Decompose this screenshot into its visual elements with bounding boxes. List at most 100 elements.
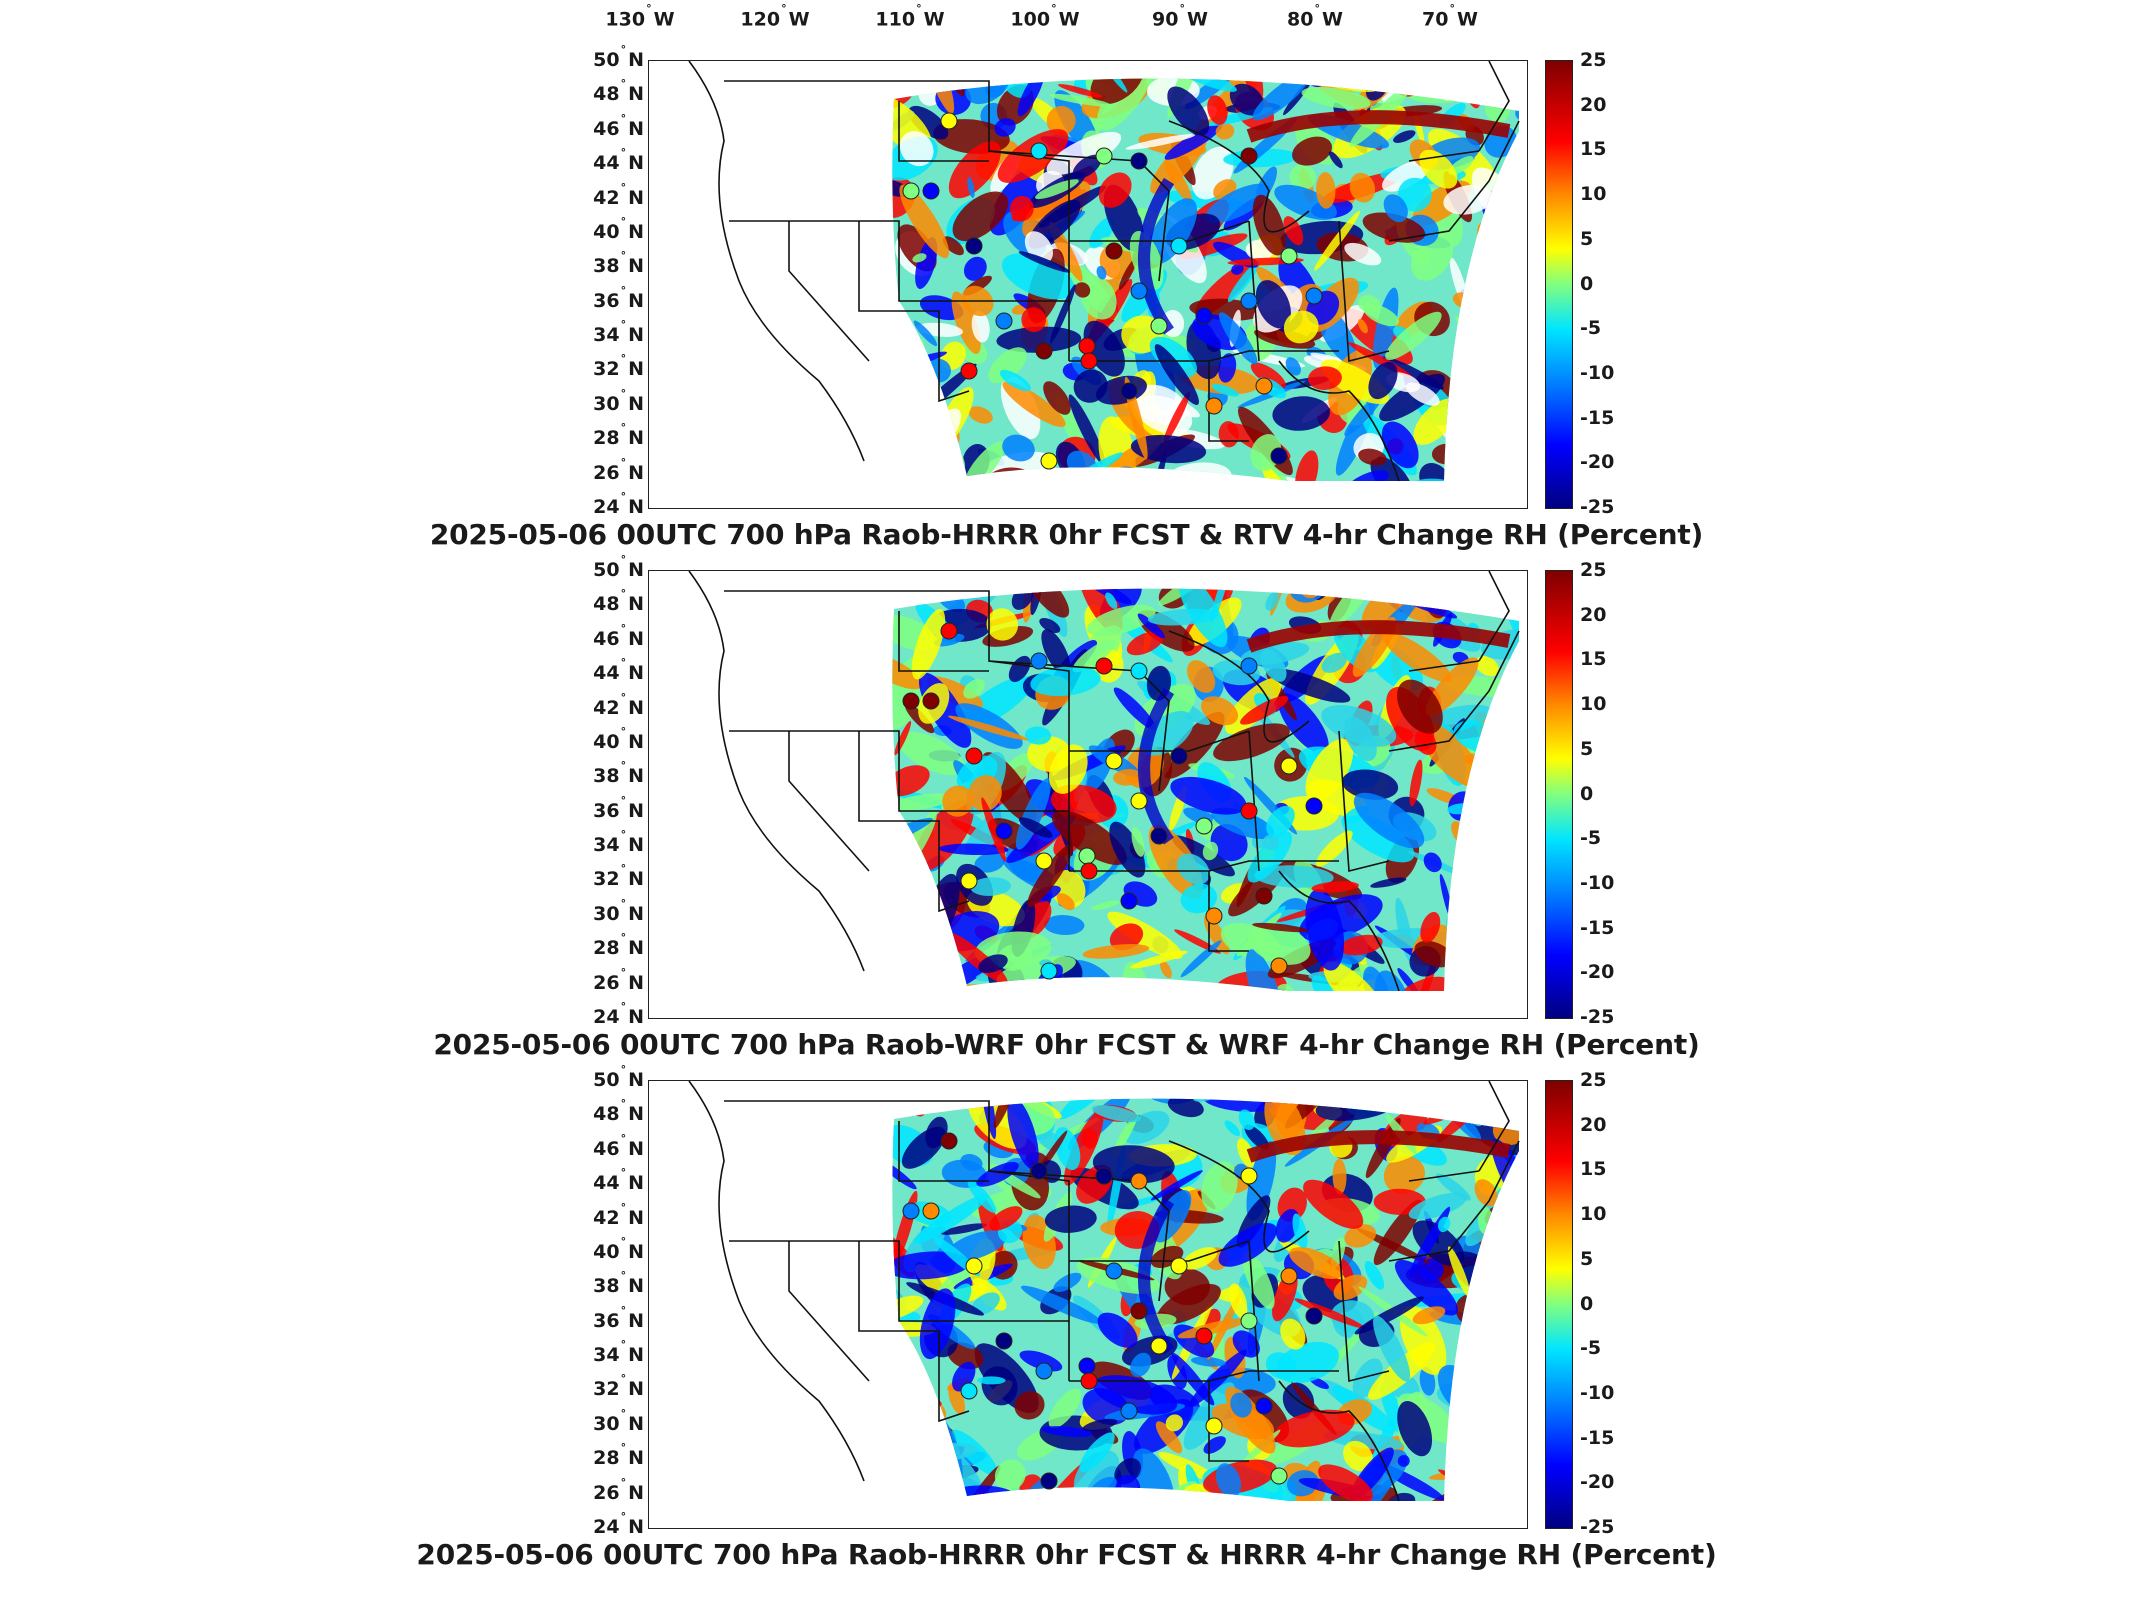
colorbar-tick-label: 10 <box>1580 1203 1607 1226</box>
latitude-label: 38° N <box>593 249 644 278</box>
station-dot <box>1095 147 1113 165</box>
station-dot <box>1030 142 1048 160</box>
rh-change-map <box>648 570 1528 1019</box>
station-dot <box>1105 752 1123 770</box>
station-dot <box>902 692 920 710</box>
station-dot <box>1095 1167 1113 1185</box>
colorbar-tick-label: 20 <box>1580 93 1607 116</box>
station-dot <box>1105 1262 1123 1280</box>
latitude-label: 34° N <box>593 1337 644 1367</box>
colorbar-tick-label: 0 <box>1580 1292 1594 1315</box>
colorbar <box>1545 1080 1573 1529</box>
latitude-label: 30° N <box>593 386 644 416</box>
latitude-label: 44° N <box>593 145 644 175</box>
station-dot <box>902 1202 920 1220</box>
latitude-label: 36° N <box>593 793 644 822</box>
latitude-label: 46° N <box>593 1131 644 1160</box>
station-dot <box>1080 862 1098 880</box>
latitude-label: 32° N <box>593 1372 644 1401</box>
colorbar-tick-label: 0 <box>1580 782 1594 805</box>
station-dot <box>1170 747 1188 765</box>
station-dot <box>965 747 983 765</box>
rh-change-map <box>648 1080 1528 1529</box>
colorbar-ticks: 25 20 15 10 5 0 -5 -10 -15 -20 -25 <box>1580 1069 1630 1538</box>
station-dot <box>1305 1307 1323 1325</box>
latitude-label: 34° N <box>593 317 644 347</box>
station-dot <box>1080 352 1098 370</box>
latitude-label: 24° N <box>593 489 644 519</box>
station-dot <box>1305 287 1323 305</box>
map-canvas <box>688 1081 1520 1502</box>
latitude-label: 38° N <box>593 759 644 788</box>
map-canvas <box>688 61 1520 482</box>
station-dot <box>1170 237 1188 255</box>
station-dot <box>1170 1257 1188 1275</box>
latitude-label: 44° N <box>593 655 644 685</box>
state-borders <box>688 61 1520 482</box>
latitude-label: 48° N <box>593 587 644 616</box>
station-dot <box>1305 797 1323 815</box>
station-dot <box>1040 962 1058 980</box>
station-dot <box>1130 1302 1148 1320</box>
latitude-label: 46° N <box>593 111 644 140</box>
latitude-axis: 50° N 48° N 46° N 44° N 42° N 40° N 38° N 36° N 34° N 32° N… <box>560 43 644 518</box>
longitude-label: 100° W <box>1010 2 1080 31</box>
colorbar-tick-label: -25 <box>1580 1006 1615 1028</box>
latitude-label: 26° N <box>593 455 644 484</box>
station-dot <box>1280 247 1298 265</box>
colorbar-tick-label: -25 <box>1580 1516 1615 1538</box>
longitude-label: 130° W <box>605 2 675 31</box>
station-dot <box>1240 147 1258 165</box>
longitude-axis: 130° W 120° W 110° W 100° W 90° W 80° W 70° W <box>0 2 2133 42</box>
raob-stations <box>902 112 1323 470</box>
longitude-label: 80° W <box>1287 2 1343 31</box>
colorbar-tick-label: -5 <box>1580 317 1602 340</box>
station-dot <box>1040 1472 1058 1490</box>
state-borders <box>688 571 1520 992</box>
station-dot <box>1078 1357 1096 1375</box>
colorbar-tick-label: 20 <box>1580 1113 1607 1136</box>
map-canvas <box>688 571 1520 992</box>
station-dot <box>1120 892 1138 910</box>
colorbar-tick-label: -20 <box>1580 961 1615 984</box>
longitude-label: 120° W <box>740 2 810 31</box>
station-dot <box>1080 1372 1098 1390</box>
station-dot <box>902 182 920 200</box>
latitude-label: 40° N <box>593 1234 644 1264</box>
station-dot <box>1195 817 1213 835</box>
station-dot <box>922 182 940 200</box>
latitude-label: 50° N <box>593 1062 644 1092</box>
colorbar-tick-label: -5 <box>1580 1337 1602 1360</box>
colorbar-tick-label: 0 <box>1580 272 1594 295</box>
longitude-label: 70° W <box>1422 2 1478 31</box>
station-dot <box>1195 1327 1213 1345</box>
station-dot <box>1255 887 1273 905</box>
station-dot <box>995 1332 1013 1350</box>
station-dot <box>965 1257 983 1275</box>
latitude-label: 32° N <box>593 862 644 891</box>
colorbar-tick-label: -10 <box>1580 361 1615 384</box>
latitude-label: 50° N <box>593 552 644 582</box>
latitude-label: 48° N <box>593 77 644 106</box>
rh-change-map <box>648 60 1528 509</box>
station-dot <box>1150 1337 1168 1355</box>
latitude-label: 42° N <box>593 1200 644 1229</box>
rh-field <box>892 1098 1520 1502</box>
latitude-label: 32° N <box>593 352 644 381</box>
colorbar-tick-label: 25 <box>1580 559 1607 581</box>
latitude-label: 30° N <box>593 896 644 926</box>
station-dot <box>1130 282 1148 300</box>
station-dot <box>1120 382 1138 400</box>
colorbar-tick-label: 15 <box>1580 138 1607 161</box>
station-dot <box>1205 907 1223 925</box>
colorbar-tick-label: -15 <box>1580 916 1615 939</box>
latitude-label: 24° N <box>593 1509 644 1539</box>
state-borders <box>688 1081 1520 1502</box>
station-dot <box>1195 307 1213 325</box>
station-dot <box>1270 957 1288 975</box>
station-dot <box>995 822 1013 840</box>
station-dot <box>1030 652 1048 670</box>
station-dot <box>1150 317 1168 335</box>
colorbar-tick-label: 25 <box>1580 49 1607 71</box>
station-dot <box>960 872 978 890</box>
